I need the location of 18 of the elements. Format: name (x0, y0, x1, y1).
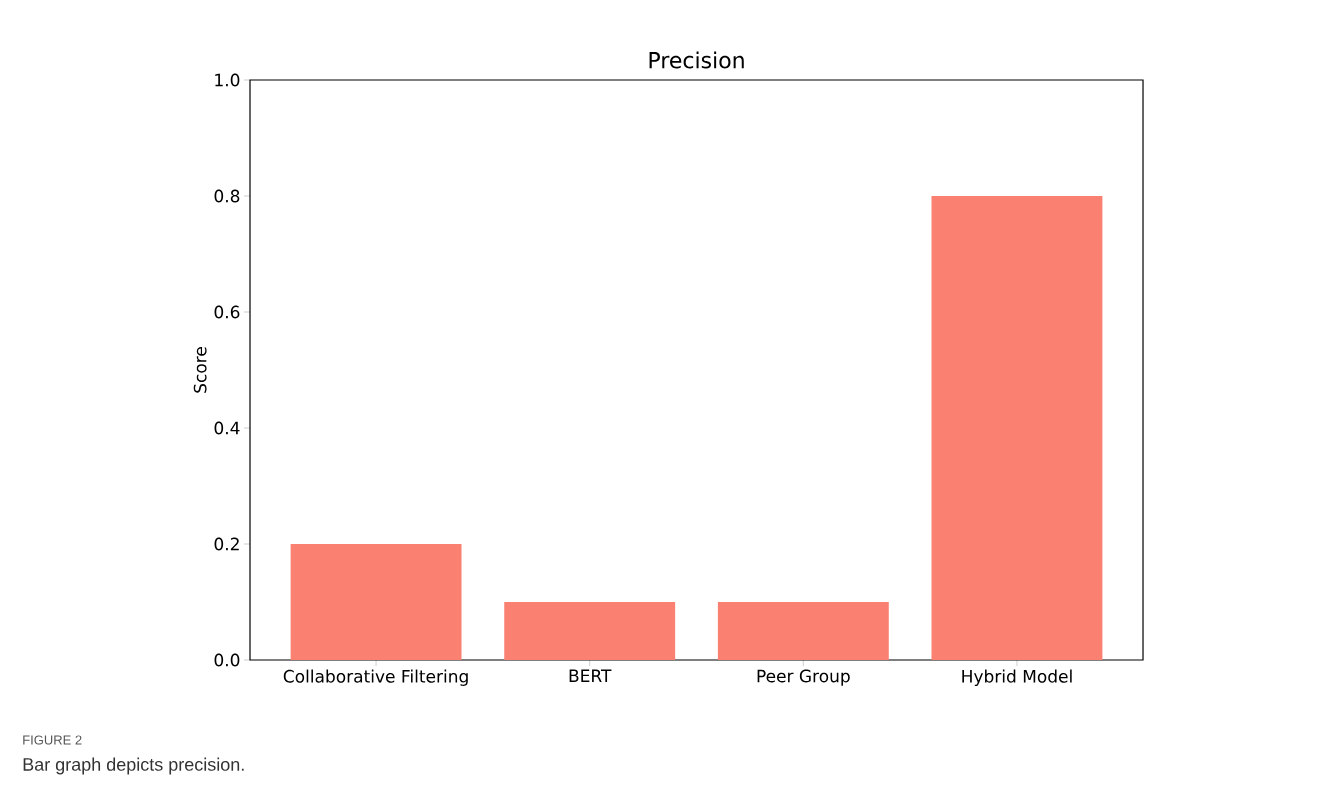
y-tick-label: 0.0 (214, 653, 240, 667)
y-tick-label: 0.4 (214, 421, 240, 435)
bar (290, 544, 462, 661)
y-tick-label: 0.2 (214, 537, 239, 551)
caption: FIGURE 2 (23, 735, 82, 745)
text: Bar graph depicts precision. (23, 757, 244, 775)
y-tick-label: 0.6 (214, 305, 240, 319)
x-tick-label: Peer Group (757, 669, 850, 686)
bar (931, 196, 1103, 661)
x-tick-label: Hybrid Model (962, 669, 1072, 686)
y-tick-label: 0.8 (214, 189, 240, 203)
chart-title: Precision (649, 51, 744, 69)
x-tick-label: Collaborative Filtering (283, 669, 468, 686)
bar (504, 602, 676, 661)
bar (717, 602, 889, 661)
y-tick-label: 1.0 (215, 73, 240, 87)
y-axis-title: Score (193, 347, 207, 393)
x-tick-label: BERT (569, 669, 612, 682)
